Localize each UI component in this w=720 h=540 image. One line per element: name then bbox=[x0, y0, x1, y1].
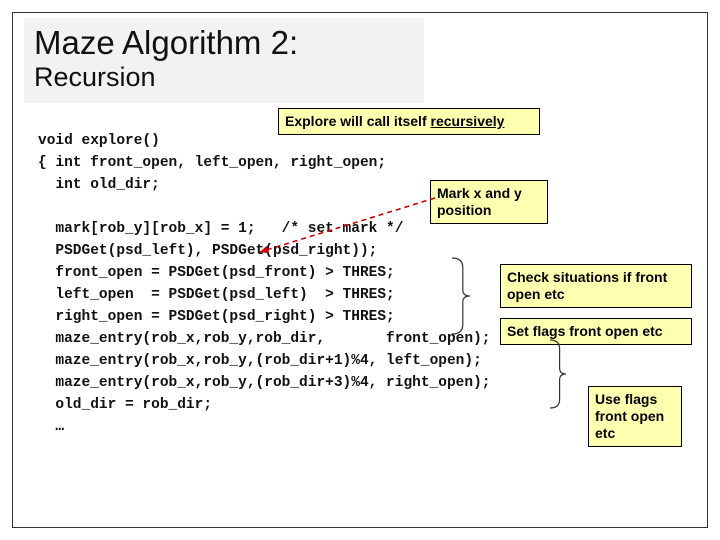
callout-text: Mark x and y position bbox=[437, 185, 522, 218]
callout-useflags: Use flags front open etc bbox=[588, 386, 682, 447]
callout-mark: Mark x and y position bbox=[430, 180, 548, 224]
callout-emph: recursively bbox=[431, 113, 505, 129]
callout-setflags: Set flags front open etc bbox=[500, 318, 692, 345]
title-sub: Recursion bbox=[34, 62, 156, 92]
callout-check: Check situations if front open etc bbox=[500, 264, 692, 308]
callout-text: Explore will call itself bbox=[285, 113, 431, 129]
code-block: void explore() { int front_open, left_op… bbox=[38, 130, 490, 438]
callout-text: Check situations if front open etc bbox=[507, 269, 667, 302]
callout-text: Set flags front open etc bbox=[507, 323, 663, 339]
title-bar: Maze Algorithm 2: Recursion bbox=[24, 18, 424, 103]
callout-recursive: Explore will call itself recursively bbox=[278, 108, 540, 135]
title-main: Maze Algorithm 2: bbox=[34, 24, 298, 61]
callout-text: Use flags front open etc bbox=[595, 391, 664, 441]
